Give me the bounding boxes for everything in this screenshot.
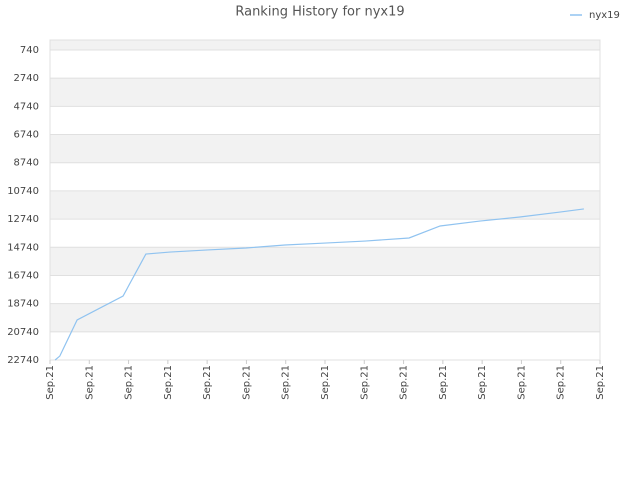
- y-tick-label: 22740: [7, 355, 39, 366]
- series-line: [54, 208, 584, 361]
- x-tick-label: Sep.21: [399, 365, 410, 400]
- y-tick-label: 14740: [7, 242, 39, 253]
- x-tick-label: Sep.21: [241, 365, 252, 400]
- band: [50, 190, 600, 220]
- x-tick-label: Sep.21: [45, 365, 56, 400]
- legend-label: nyx19: [589, 10, 620, 21]
- band: [50, 40, 600, 51]
- x-tick-label: Sep.21: [163, 365, 174, 400]
- y-tick-label: 2740: [14, 73, 39, 84]
- y-tick-label: 16740: [7, 270, 39, 281]
- x-tick-label: Sep.21: [477, 365, 488, 400]
- y-tick-label: 10740: [7, 186, 39, 197]
- y-tick-label: 18740: [7, 299, 39, 310]
- x-tick-label: Sep.21: [84, 365, 95, 400]
- y-tick-label: 12740: [7, 214, 39, 225]
- x-tick-label: Sep.21: [438, 365, 449, 400]
- band: [50, 247, 600, 276]
- band: [50, 78, 600, 107]
- y-tick-label: 740: [20, 45, 39, 56]
- y-tick-label: 4740: [14, 101, 39, 112]
- band: [50, 134, 600, 163]
- x-tick-label: Sep.21: [595, 365, 606, 400]
- chart-title: Ranking History for nyx19: [235, 5, 404, 20]
- band: [50, 303, 600, 332]
- x-tick-label: Sep.21: [124, 365, 135, 400]
- x-tick-label: Sep.21: [281, 365, 292, 400]
- x-tick-label: Sep.21: [556, 365, 567, 400]
- x-tick-label: Sep.21: [516, 365, 527, 400]
- y-tick-label: 8740: [14, 158, 39, 169]
- x-tick-label: Sep.21: [320, 365, 331, 400]
- x-tick-label: Sep.21: [202, 365, 213, 400]
- y-tick-label: 20740: [7, 327, 39, 338]
- y-tick-label: 6740: [14, 130, 39, 141]
- x-tick-label: Sep.21: [359, 365, 370, 400]
